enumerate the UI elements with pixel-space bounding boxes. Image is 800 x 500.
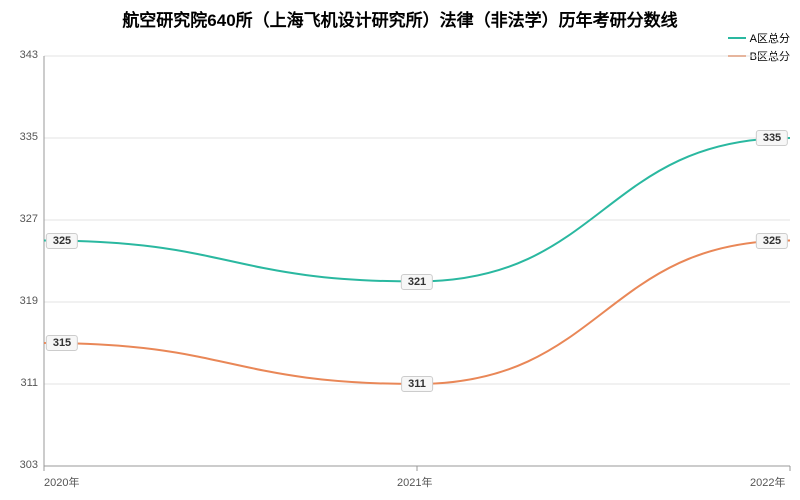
x-tick-label: 2022年 — [750, 474, 785, 490]
data-label: 335 — [756, 130, 788, 146]
chart-container: 航空研究院640所（上海飞机设计研究所）法律（非法学）历年考研分数线 A区总分 … — [0, 0, 800, 500]
y-tick-label: 311 — [20, 377, 38, 389]
data-label: 321 — [401, 274, 433, 290]
y-tick-label: 343 — [20, 49, 38, 61]
data-label: 315 — [46, 335, 78, 351]
y-tick-label: 335 — [20, 131, 38, 143]
y-tick-label: 319 — [20, 295, 38, 307]
y-tick-label: 303 — [20, 459, 38, 471]
plot-area — [0, 0, 800, 500]
data-label: 311 — [401, 376, 433, 392]
x-tick-label: 2020年 — [44, 474, 79, 490]
y-tick-label: 327 — [20, 213, 38, 225]
x-tick-label: 2021年 — [397, 474, 432, 490]
data-label: 325 — [756, 233, 788, 249]
data-label: 325 — [46, 233, 78, 249]
